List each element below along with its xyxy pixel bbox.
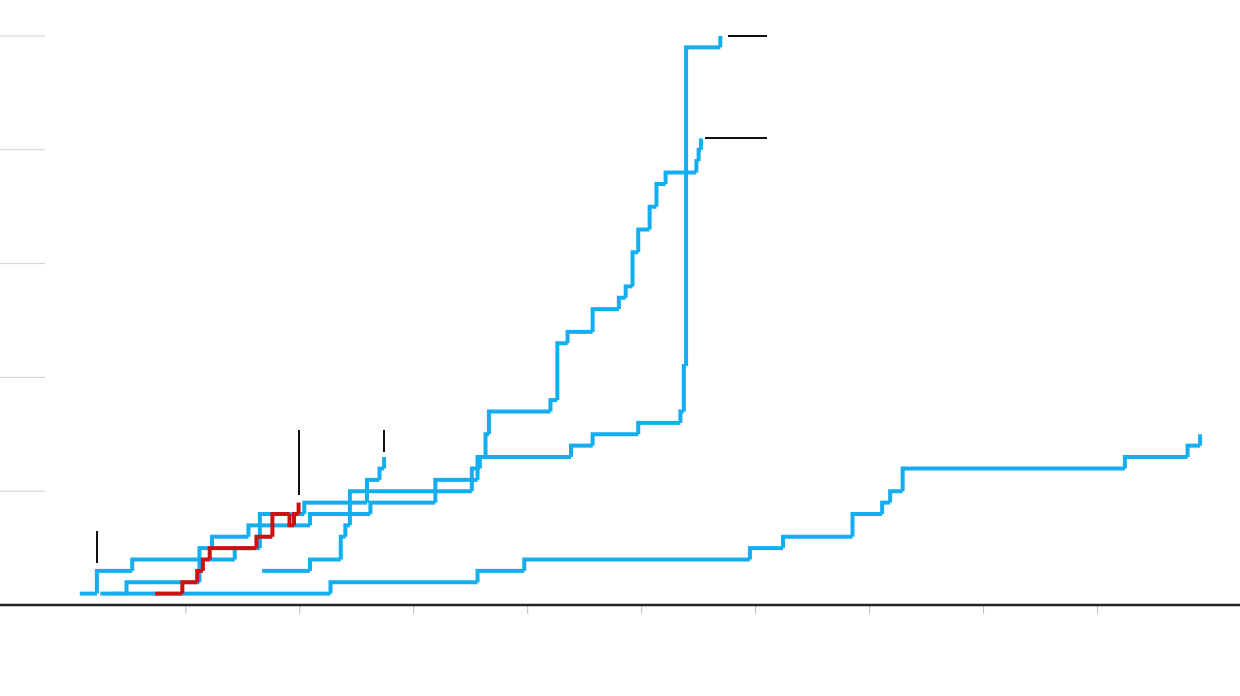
- step-segment: [780, 534, 853, 549]
- step-segment: [684, 45, 721, 367]
- step-segment: [548, 398, 558, 412]
- step-segment: [308, 557, 341, 571]
- step-segment: [343, 523, 350, 537]
- grid: [0, 35, 1099, 614]
- step-segment: [377, 466, 385, 480]
- step-segment: [630, 250, 639, 287]
- step-segment: [469, 466, 480, 492]
- series: [155, 502, 301, 596]
- step-segment: [694, 159, 699, 173]
- series: [262, 138, 703, 573]
- step-segment: [486, 409, 551, 435]
- plot-area: [79, 36, 1203, 596]
- step-segment: [880, 500, 891, 514]
- step-segment: [747, 546, 783, 560]
- step-segment: [308, 511, 371, 526]
- step-segment: [130, 557, 235, 571]
- series: [79, 36, 723, 596]
- step-segment: [328, 580, 478, 594]
- step-segment: [590, 307, 619, 332]
- step-segment: [696, 147, 701, 162]
- step-segment: [590, 432, 639, 446]
- step-segment: [483, 432, 489, 458]
- step-segment: [636, 227, 650, 253]
- step-segment: [433, 477, 478, 503]
- step-segment: [565, 329, 593, 344]
- step-segment: [568, 443, 593, 458]
- step-segment: [200, 557, 210, 571]
- step-segment: [302, 500, 347, 514]
- step-segment: [246, 523, 260, 537]
- step-segment: [270, 511, 290, 537]
- step-segment: [364, 477, 380, 503]
- step-segment: [475, 568, 525, 583]
- step-segment: [347, 489, 380, 526]
- step-segment: [900, 466, 1125, 492]
- step-segment: [850, 511, 883, 537]
- step-segment: [616, 295, 626, 310]
- step-segment: [1185, 443, 1201, 458]
- step-segment: [1122, 455, 1188, 469]
- step-segment: [555, 341, 568, 401]
- step-segment: [124, 580, 200, 594]
- step-segment: [888, 489, 903, 503]
- step-segment: [477, 455, 486, 469]
- step-segment: [663, 170, 697, 184]
- series: [100, 457, 387, 596]
- step-segment: [678, 409, 684, 423]
- step-segment: [94, 568, 133, 594]
- step-segment: [522, 557, 750, 571]
- step-segment: [180, 580, 198, 594]
- series: [110, 434, 1203, 596]
- step-segment: [254, 534, 273, 549]
- step-segment: [207, 546, 257, 560]
- step-segment: [338, 534, 346, 560]
- step-segment: [647, 204, 657, 230]
- step-segment: [681, 364, 687, 412]
- step-segment: [636, 420, 681, 435]
- step-segment: [209, 534, 249, 549]
- step-segment: [368, 500, 436, 514]
- step-segment: [475, 455, 571, 480]
- step-segment: [623, 284, 633, 298]
- step-segment: [654, 181, 666, 207]
